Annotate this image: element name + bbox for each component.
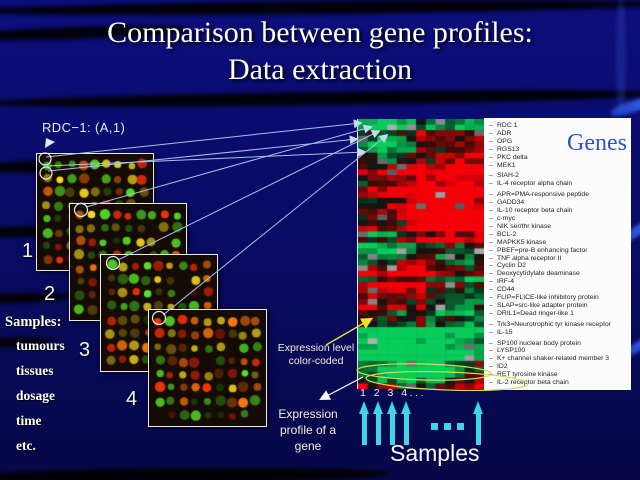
up-arrow-icon [373, 401, 384, 445]
gene-label: Deoxycytidylate deaminase [489, 270, 631, 278]
gene-label: IL-15 [489, 329, 631, 337]
gene-list: RDC 1ADROPGRGS13PKC deltaMEK1 SIAH-2IL-4 … [489, 122, 631, 387]
gene-label: SLAP=src-like adapter protein [489, 302, 631, 310]
cursor-arrow-icon [45, 138, 55, 148]
gene-group: SIAH-2IL-4 receptor alpha chain [489, 172, 631, 188]
samples-item: tumours [16, 338, 65, 353]
gene-label: Cyclin D2 [489, 262, 631, 270]
gene-label: IL-10 receptor beta chain [489, 207, 631, 215]
samples-item: time [16, 413, 42, 428]
gene-label: TNF alpha receptor II [489, 255, 631, 263]
gene-list-panel: Genes RDC 1ADROPGRGS13PKC deltaMEK1 SIAH-… [484, 118, 631, 390]
gene-label: CD44 [489, 286, 631, 294]
samples-item: tissues [16, 363, 54, 378]
panel-number-1: 1 [22, 240, 34, 262]
ellipsis-dot [431, 423, 438, 430]
gene-label: IL-4 receptor alpha chain [489, 180, 631, 188]
gene-group: Trk3=Neurotrophic tyr kinase receptorIL-… [489, 321, 631, 337]
samples-item: etc. [16, 438, 36, 453]
panel-number-2: 2 [44, 283, 56, 305]
background-blue-swoosh [616, 0, 626, 112]
spot-coordinate-label: RDC−1: (A,1) [42, 120, 126, 135]
samples-items: tumours tissues dosage time etc. [16, 338, 65, 454]
ellipsis-dots [431, 423, 464, 430]
gene-label: SP100 nuclear body protein [489, 340, 631, 348]
gene-label: BCL-2 [489, 231, 631, 239]
gene-label: c-myc [489, 215, 631, 223]
genes-label: Genes [567, 130, 627, 156]
gene-label: LYSP100 [489, 347, 631, 355]
samples-item: dosage [16, 388, 56, 403]
samples-heading: Samples: [5, 314, 62, 330]
gene-label: RDC 1 [489, 122, 631, 130]
background-streak [0, 291, 71, 305]
gene-group: APR=PMA-responsive peptideGADD34IL-10 re… [489, 191, 631, 318]
page-title: Comparison between gene profiles: Data e… [0, 14, 640, 88]
gene-label: RGS13 [489, 146, 631, 154]
gene-label: DRIL1=Dead ringer-like 1 [489, 310, 631, 318]
background-streak [0, 87, 640, 110]
gene-label: GADD34 [489, 199, 631, 207]
gene-label: APR=PMA-responsive peptide [489, 191, 631, 199]
gene-label: MEK1 [489, 162, 631, 170]
title-line-2: Data extraction [227, 53, 413, 86]
gene-label: NIK ser/thr kinase [489, 223, 631, 231]
gene-label: PBEF=pre-B enhancing factor [489, 247, 631, 255]
up-arrow-icon [387, 401, 398, 445]
samples-legend: Samples: tumours tissues dosage time etc. [5, 314, 65, 463]
gene-group: SP100 nuclear body proteinLYSP100K+ chan… [489, 340, 631, 387]
up-arrow-icon [401, 401, 412, 445]
gene-label: IRF-4 [489, 278, 631, 286]
panel-number-4: 4 [126, 388, 138, 410]
gene-label: Trk3=Neurotrophic tyr kinase receptor [489, 321, 631, 329]
ellipsis-dot [444, 423, 451, 430]
title-line-1: Comparison between gene profiles: [107, 16, 533, 49]
gene-label: PKC delta [489, 154, 631, 162]
up-arrow-icon [359, 401, 370, 445]
background-streak [0, 466, 391, 480]
gene-label: IL-2 receptor beta chain [489, 379, 631, 387]
ellipsis-dot [457, 423, 464, 430]
gene-group: RDC 1ADROPGRGS13PKC deltaMEK1 [489, 122, 631, 169]
microarray-panel-4[interactable] [148, 309, 267, 427]
gene-label: SIAH-2 [489, 172, 631, 180]
heatmap-image[interactable] [357, 119, 484, 389]
up-arrow-icon [473, 401, 484, 445]
expression-level-label: Expression level color-coded [277, 342, 355, 367]
gene-label: MAPKK5 kinase [489, 239, 631, 247]
panel-number-3: 3 [79, 339, 91, 361]
gene-label: K+ channel shaker-related member 3 [489, 355, 631, 363]
expression-profile-label: Expression profile of a gene [278, 407, 338, 453]
gene-label: FLIP=FLICE-like inhibitory protein [489, 294, 631, 302]
gene-label: ID2 [489, 363, 631, 371]
samples-axis-label: Samples [390, 440, 480, 466]
sample-arrows [359, 401, 412, 445]
gene-label: OPG [489, 138, 631, 146]
sample-column-numbers: 1 2 3 4... [360, 387, 426, 399]
gene-label: RET tyrosine kinase [489, 371, 631, 379]
microarray-image-4 [149, 310, 266, 426]
gene-label: ADR [489, 130, 631, 138]
